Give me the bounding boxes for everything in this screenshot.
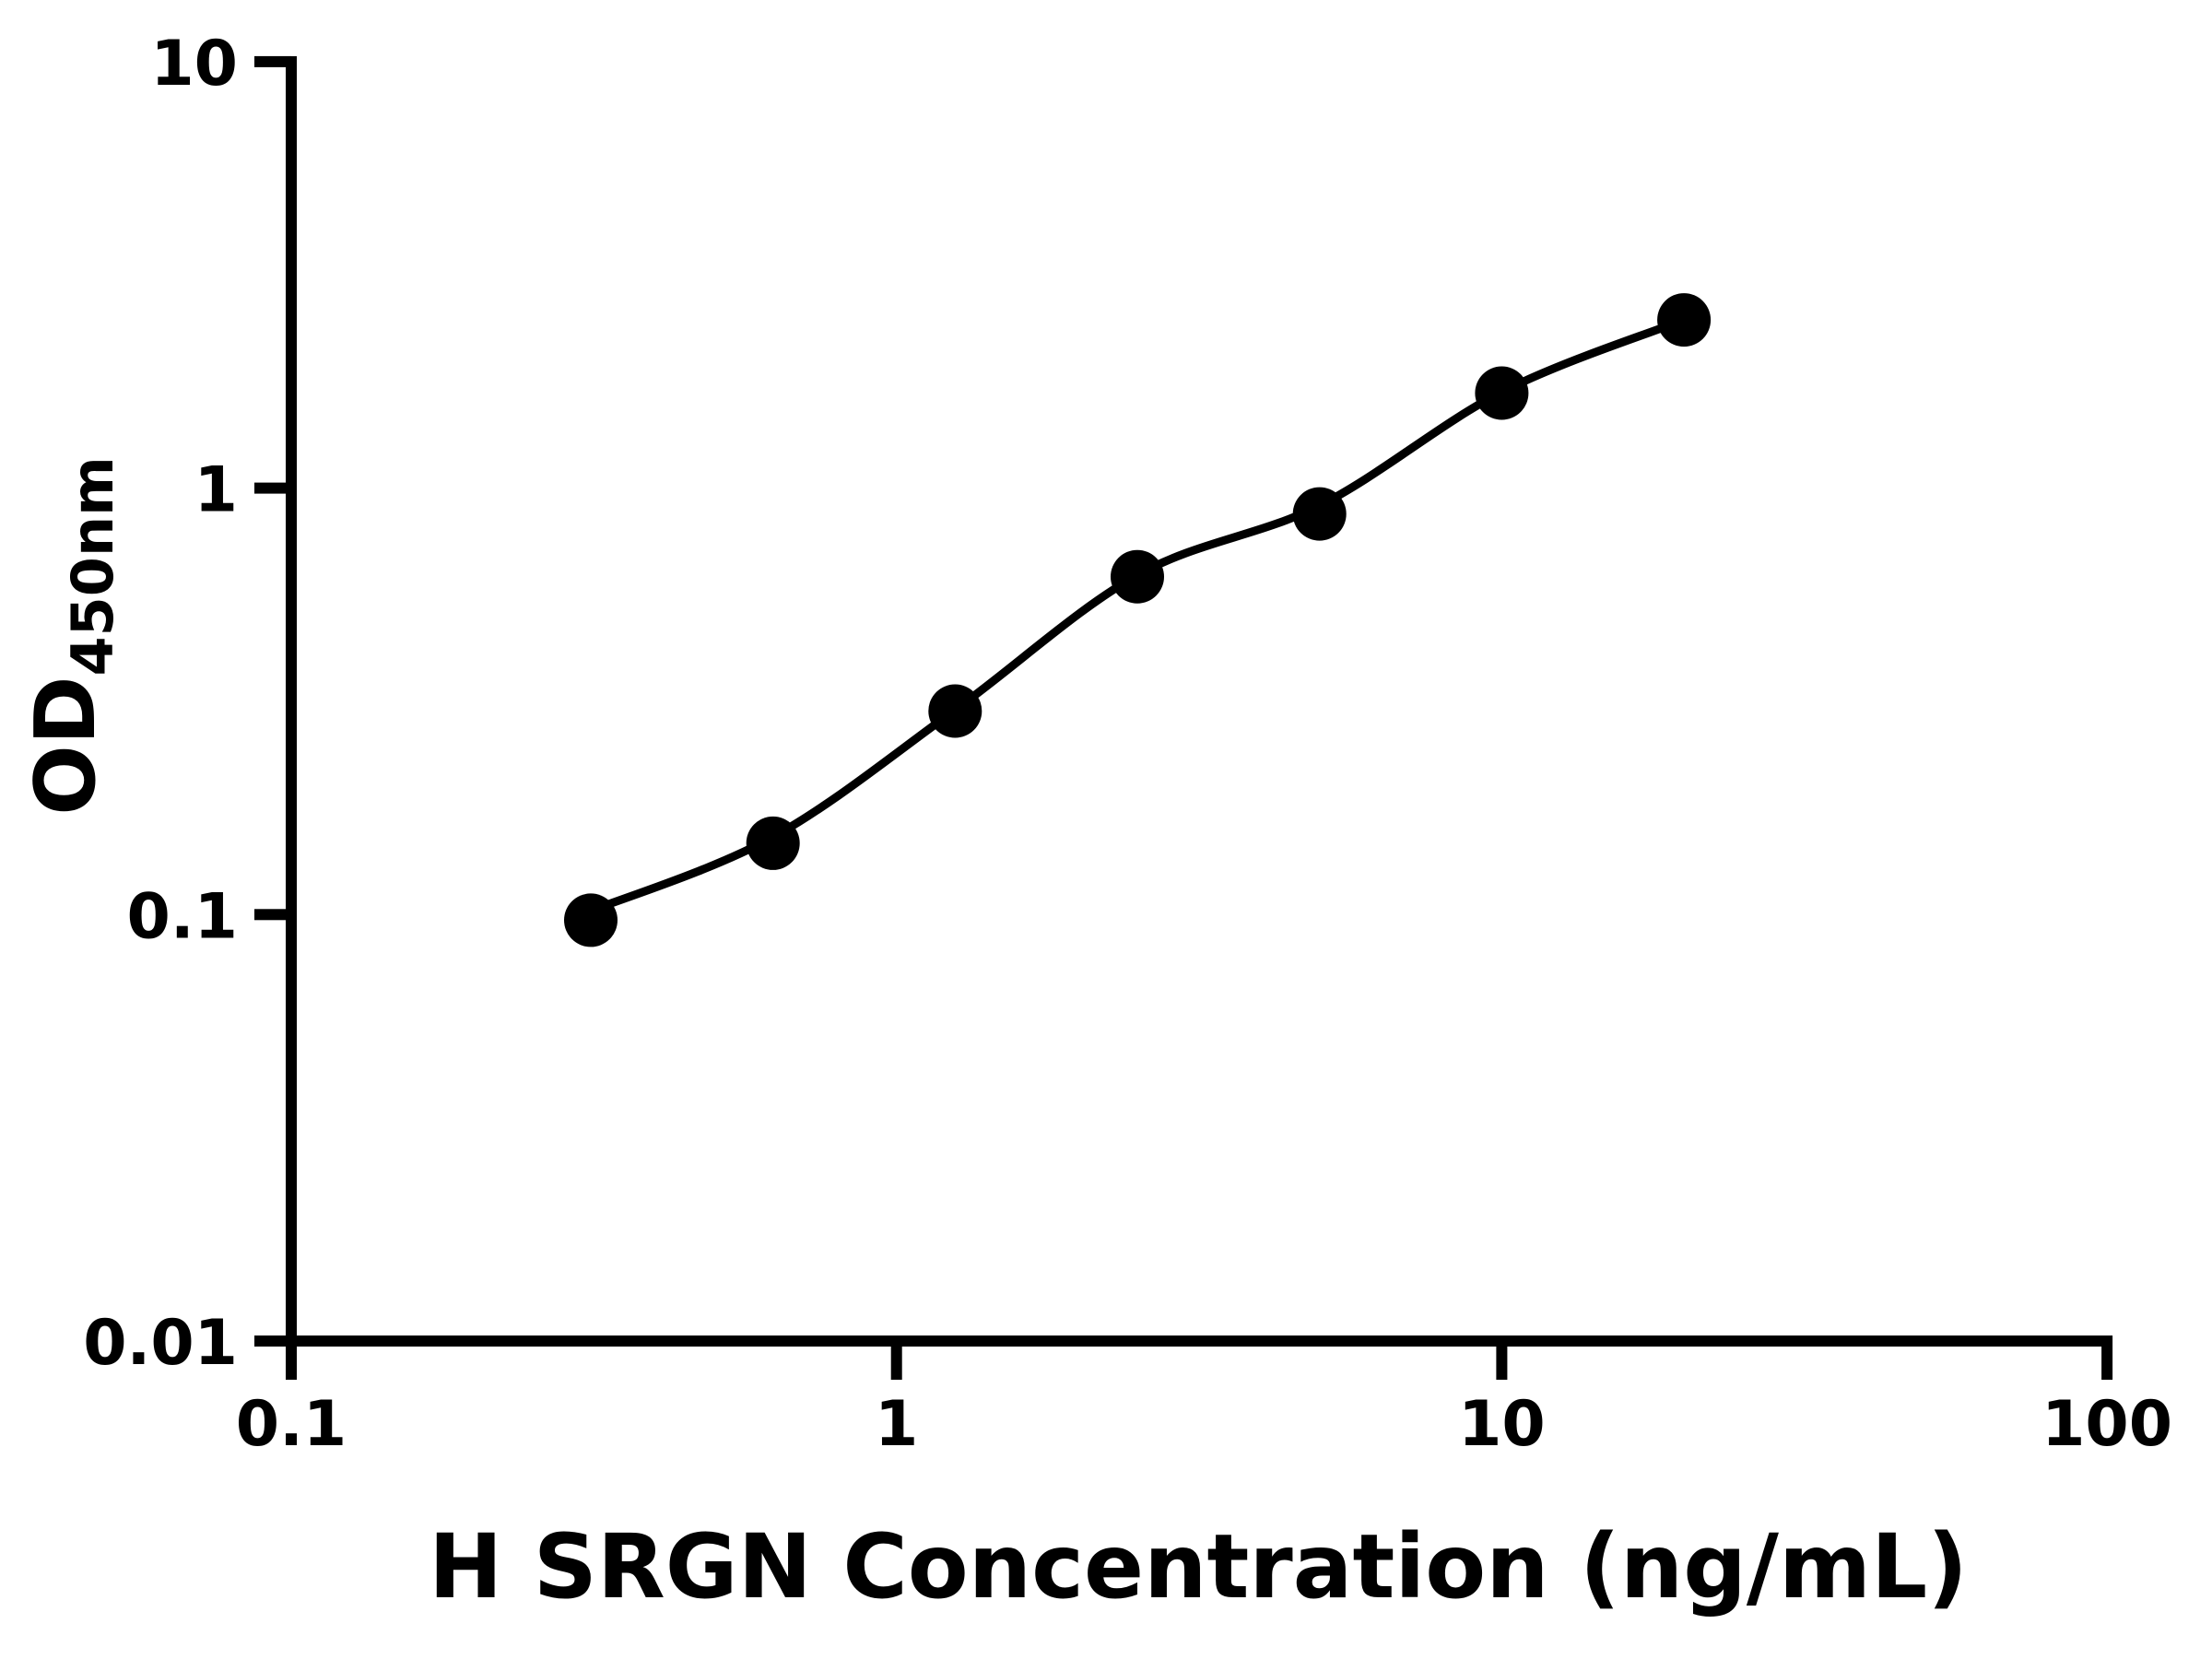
- y-axis-title-main: OD: [18, 676, 114, 815]
- x-tick: [890, 1335, 902, 1380]
- x-tick: [1496, 1335, 1508, 1380]
- y-tick: [254, 909, 291, 921]
- data-point: [564, 893, 618, 947]
- x-axis-title: H SRGN Concentration (ng/mL): [429, 1515, 1968, 1618]
- x-axis-ticks: [286, 1335, 2113, 1380]
- x-tick-label: 100: [2041, 1388, 2172, 1461]
- x-axis-spine: [286, 1335, 2112, 1347]
- y-tick: [254, 55, 291, 67]
- data-point: [928, 684, 982, 738]
- x-tick-label: 1: [875, 1388, 918, 1461]
- x-tick: [286, 1335, 297, 1380]
- y-tick: [254, 1335, 291, 1347]
- x-tick-label: 0.1: [236, 1388, 347, 1461]
- y-tick-label: 0.01: [83, 1307, 238, 1380]
- data-point: [1292, 487, 1347, 541]
- y-tick-label: 0.1: [127, 880, 238, 953]
- y-tick: [254, 482, 291, 494]
- data-point: [1657, 293, 1712, 347]
- y-axis-spine: [286, 56, 297, 1347]
- data-point: [746, 816, 800, 870]
- x-axis-tick-labels: 0.1 1 10 100: [236, 1388, 2172, 1461]
- data-point: [1111, 549, 1164, 604]
- y-tick-label: 10: [150, 28, 238, 100]
- x-tick: [2101, 1335, 2113, 1380]
- y-axis-title: OD450nm: [18, 456, 126, 815]
- y-tick-label: 1: [194, 454, 238, 527]
- data-series-points: [564, 293, 1712, 947]
- data-point: [1475, 366, 1529, 420]
- y-axis-ticks: [254, 55, 291, 1347]
- x-tick-label: 10: [1458, 1388, 1546, 1461]
- y-axis-tick-labels: 0.01 0.1 1 10: [83, 28, 238, 1380]
- y-axis-title-subscript: 450nm: [59, 456, 126, 676]
